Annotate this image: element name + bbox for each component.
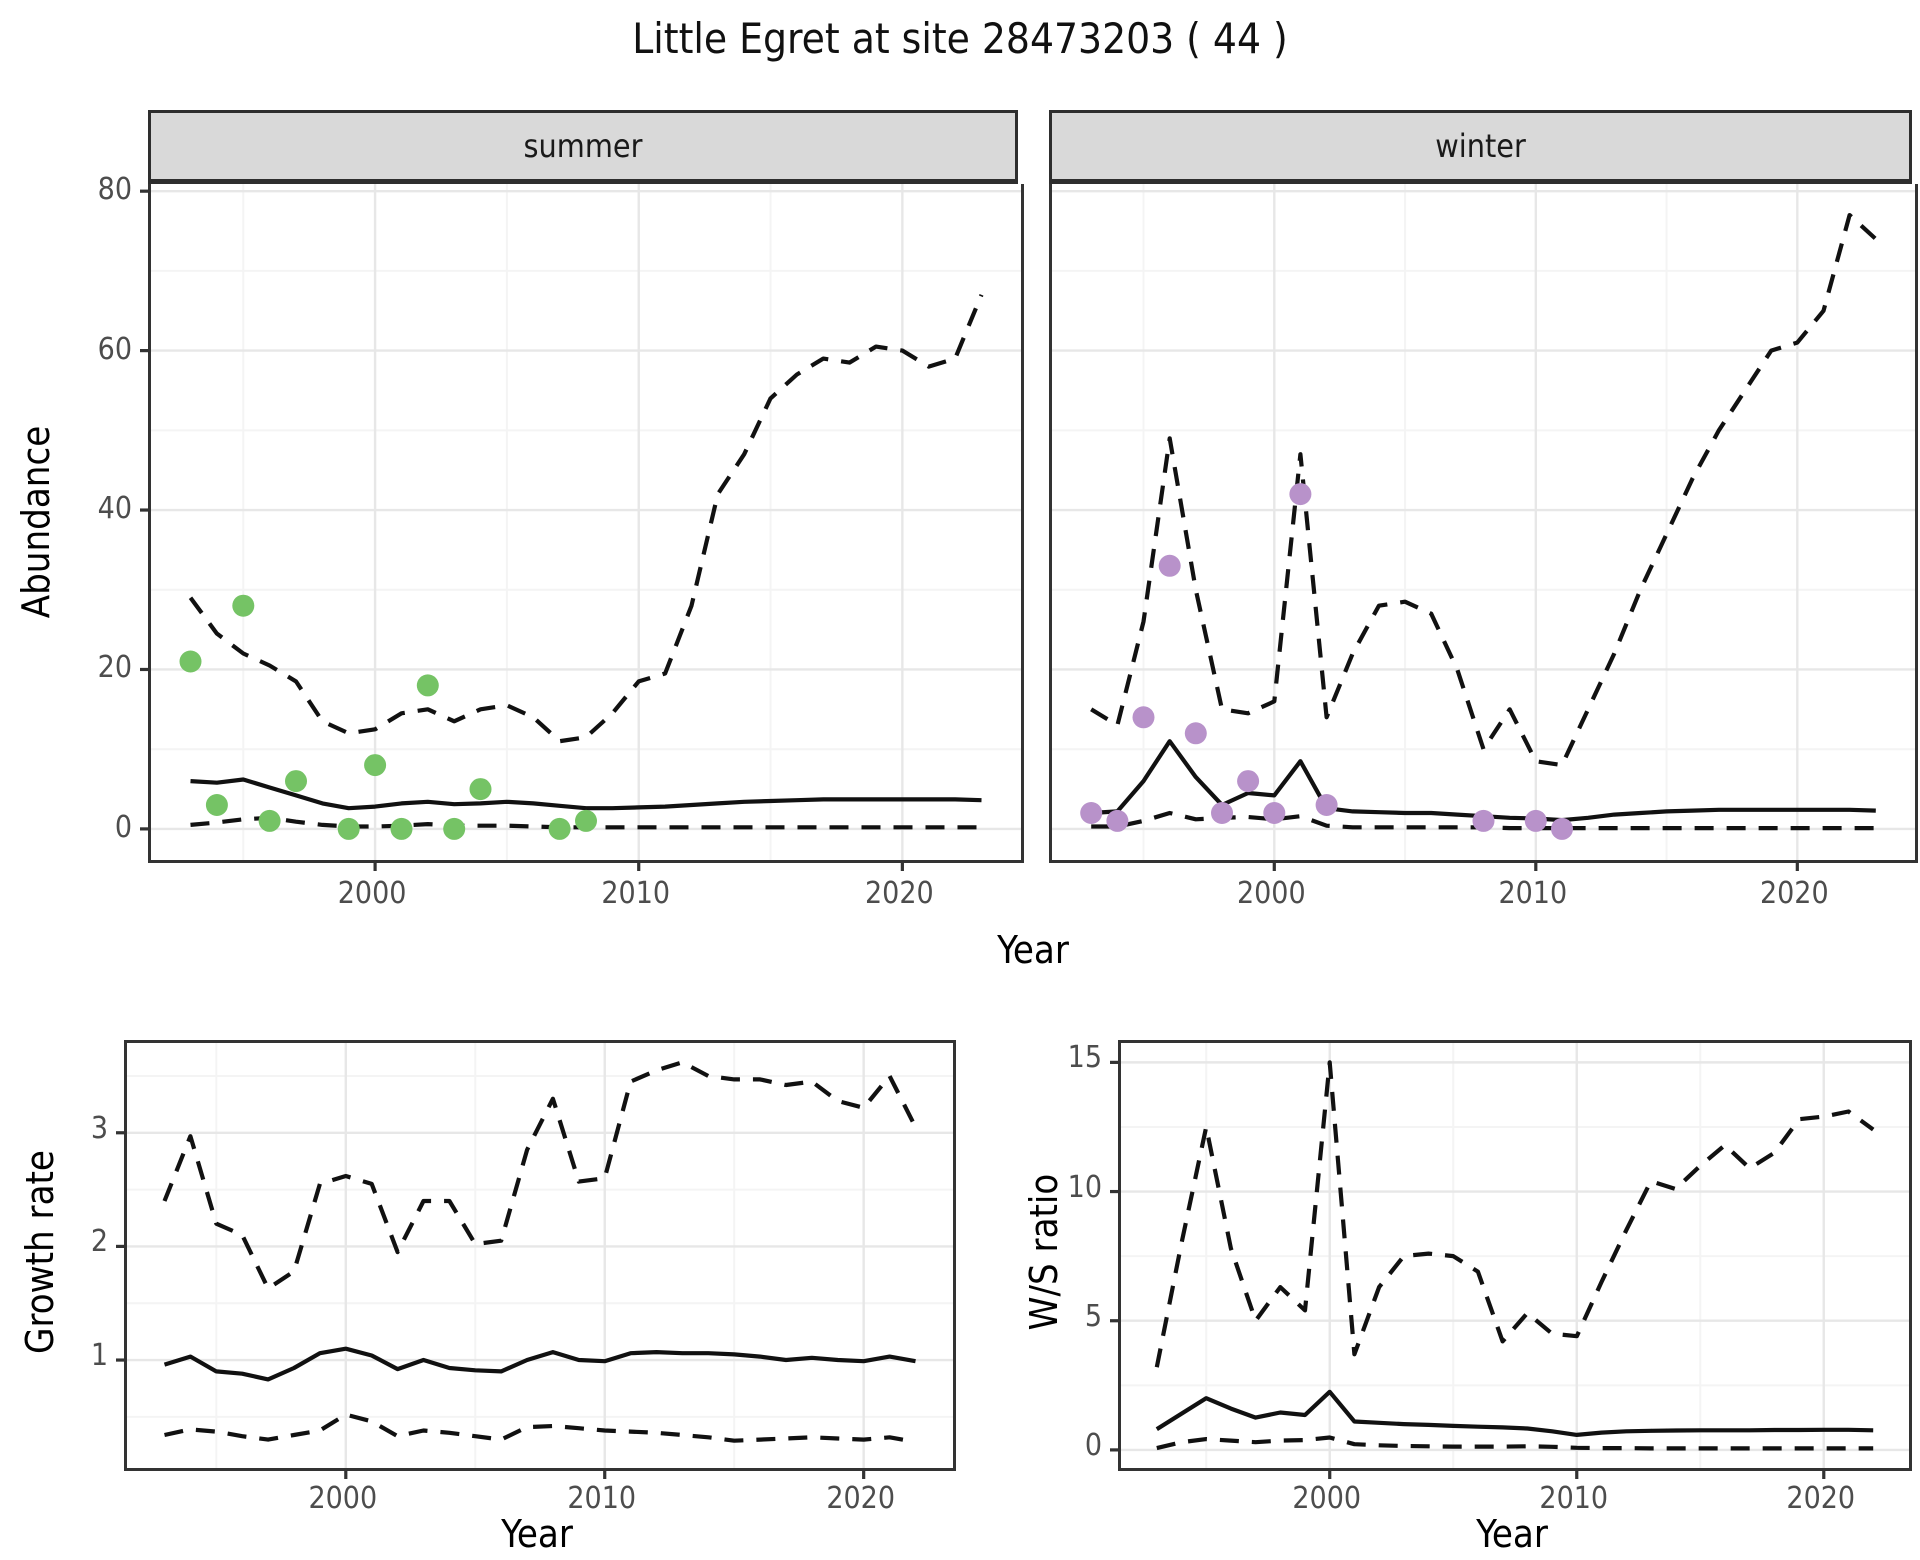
y-tick-label: 40	[97, 491, 132, 527]
growth-year-axis-title: Year	[501, 1512, 573, 1556]
lower-ci-line	[164, 1412, 916, 1444]
x-tick-label: 2010	[601, 876, 671, 911]
observed-point	[1472, 809, 1495, 832]
x-tick-label: 2000	[337, 876, 407, 911]
x-tick-label: 2020	[1759, 876, 1829, 911]
y-tick-label: 80	[97, 172, 132, 208]
observed-point	[258, 809, 281, 832]
plot-title: Little Egret at site 28473203 ( 44 )	[632, 14, 1288, 63]
lower-ci-line	[1156, 1435, 1874, 1451]
observed-point	[1080, 802, 1103, 824]
observed-point	[205, 794, 228, 816]
panel-canvas-abundance-winter	[1052, 184, 1915, 871]
observed-point	[1551, 817, 1573, 840]
observed-point	[1106, 809, 1129, 832]
observed-point	[416, 674, 439, 697]
observed-point	[1184, 722, 1207, 745]
ws-year-axis-title: Year	[1476, 1512, 1548, 1556]
y-tick-label: 1	[90, 1338, 108, 1374]
facet-strip-summer: summer	[148, 110, 1018, 184]
y-tick-label: 60	[97, 331, 132, 367]
observed-point	[1263, 802, 1286, 824]
y-tick-label: 10	[1067, 1169, 1102, 1205]
upper-ci-line	[188, 293, 984, 744]
x-tick-label: 2000	[308, 1481, 378, 1516]
estimate-line	[163, 1346, 916, 1382]
facet-strip-winter: winter	[1049, 110, 1912, 184]
panel-abundance-summer	[140, 184, 1024, 871]
observed-point	[285, 770, 307, 793]
observed-point	[548, 817, 571, 840]
y-tick-label: 5	[1084, 1298, 1102, 1334]
upper-ci-line	[162, 1060, 918, 1291]
x-tick-label: 2020	[865, 876, 934, 911]
observed-point	[1289, 483, 1312, 506]
panel-growth-rate	[116, 1040, 956, 1479]
observed-point	[1237, 770, 1260, 793]
observed-point	[337, 817, 360, 840]
observed-point	[1315, 794, 1338, 816]
panel-canvas-abundance-summer	[140, 184, 1021, 871]
x-tick-label: 2010	[567, 1481, 637, 1516]
facet-strip-summer-label: summer	[523, 127, 643, 165]
y-tick-label: 20	[97, 650, 132, 686]
x-tick-label: 2010	[1539, 1481, 1609, 1516]
estimate-line	[1091, 739, 1876, 823]
x-tick-label: 2020	[826, 1481, 895, 1516]
observed-point	[469, 778, 492, 801]
observed-point	[364, 754, 387, 777]
observed-point	[390, 817, 413, 840]
estimate-line	[190, 777, 982, 811]
x-tick-label: 2020	[1786, 1481, 1856, 1516]
upper-ci-line	[1154, 1060, 1875, 1368]
y-tick-label: 0	[114, 809, 132, 845]
observed-point	[232, 594, 255, 617]
y-tick-label: 0	[1084, 1427, 1102, 1463]
panel-canvas-ws-ratio	[1110, 1043, 1909, 1479]
estimate-line	[1155, 1389, 1874, 1437]
y-tick-label: 3	[90, 1110, 108, 1146]
x-tick-label: 2000	[1236, 876, 1306, 911]
x-tick-label: 2010	[1498, 876, 1568, 911]
panel-canvas-growth-rate	[116, 1043, 953, 1479]
observed-point	[1211, 802, 1233, 824]
top-year-axis-title: Year	[997, 928, 1069, 972]
observed-point	[1158, 554, 1181, 577]
upper-ci-line	[1090, 213, 1878, 768]
observed-point	[1524, 809, 1547, 832]
observed-point	[1132, 706, 1155, 729]
x-tick-label: 2000	[1292, 1481, 1362, 1516]
y-tick-label: 15	[1067, 1040, 1102, 1076]
observed-point	[443, 817, 466, 840]
facet-strip-winter-label: winter	[1435, 127, 1526, 165]
panel-ws-ratio	[1110, 1040, 1912, 1479]
panel-abundance-winter	[1049, 184, 1918, 871]
observed-point	[575, 809, 597, 832]
y-tick-label: 2	[90, 1224, 108, 1260]
observed-point	[179, 650, 202, 673]
